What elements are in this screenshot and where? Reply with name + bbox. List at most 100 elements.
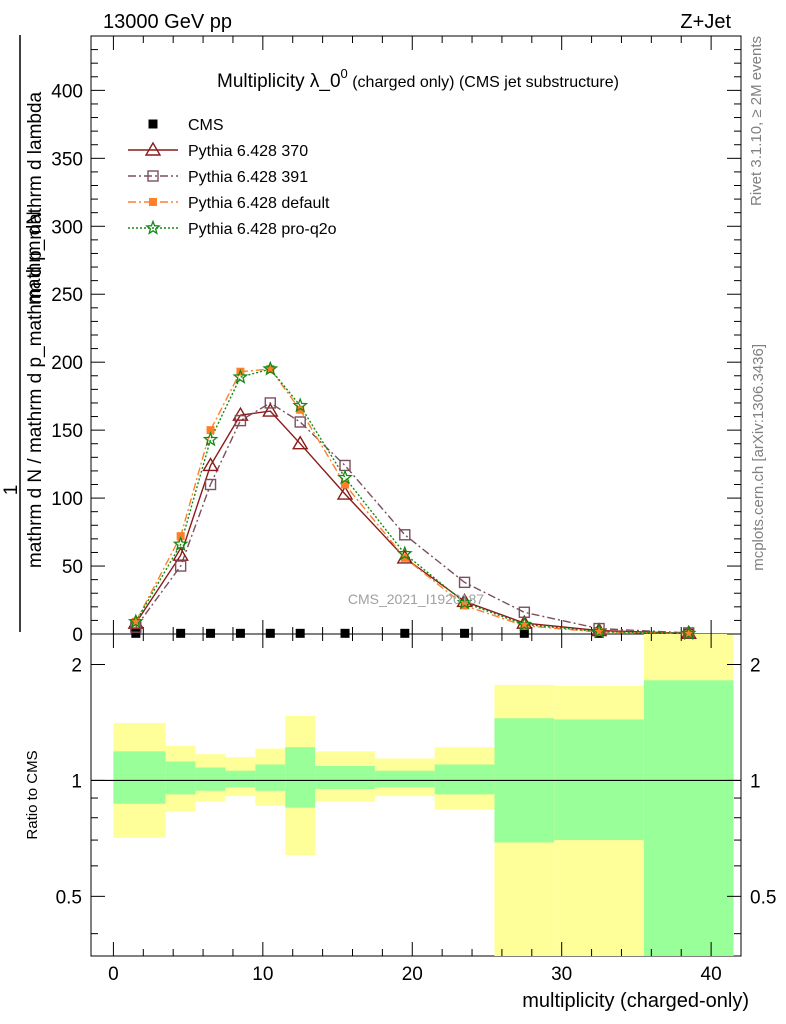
data-point-pdefault xyxy=(206,426,215,435)
data-point-pdefault xyxy=(341,480,350,489)
legend-label-pq2o: Pythia 6.428 pro-q2o xyxy=(188,221,337,238)
ratio-axis-ticks: 0 10 20 30 40 0.5 0.5 1 1 2 2 xyxy=(56,634,776,985)
ratio-band-green xyxy=(285,747,316,808)
data-point-pdefault xyxy=(400,553,409,562)
legend-marker-p370 xyxy=(144,141,162,156)
ratio-band-green xyxy=(165,761,196,795)
ratio-band-green xyxy=(225,770,256,788)
main-y-tick-label: 350 xyxy=(51,149,83,170)
chart-title-superscript: 0 xyxy=(341,66,348,81)
ratio-x-tick-label: 40 xyxy=(701,964,722,985)
ratio-band-green xyxy=(195,767,226,791)
data-point-p370 xyxy=(232,406,249,421)
data-point-pq2o xyxy=(127,613,144,629)
main-y-tick-label: 150 xyxy=(51,421,83,442)
data-point-pdefault xyxy=(131,617,140,626)
data-point-cms xyxy=(176,628,186,638)
analysis-watermark: CMS_2021_I1920187 xyxy=(348,591,484,607)
ratio-band-green xyxy=(315,766,375,789)
data-point-pq2o xyxy=(591,623,607,639)
data-point-p370 xyxy=(262,402,279,417)
data-point-p370 xyxy=(202,457,219,472)
ratio-y-tick-label: 0.5 xyxy=(56,887,82,908)
main-y-tick-label: 300 xyxy=(51,217,83,238)
ratio-band-green xyxy=(554,719,644,841)
data-point-pdefault xyxy=(296,405,305,414)
chart-title: Multiplicity λ_00 (charged only) (CMS je… xyxy=(217,66,619,92)
data-point-pdefault xyxy=(266,364,275,373)
svg-text:Multiplicity λ_00 (charged onl: Multiplicity λ_00 (charged only) (CMS je… xyxy=(217,66,619,92)
ratio-y-axis-label: Ratio to CMS xyxy=(24,750,41,839)
data-point-pq2o xyxy=(232,368,249,384)
mcplots-credit-text: mcplots.cern.ch [arXiv:1306.3436] xyxy=(750,344,767,571)
y-label-denominator: mathrm d N / mathrm d p_mathrm d p_mathr… xyxy=(25,91,46,568)
data-point-pq2o xyxy=(396,545,413,561)
ratio-band-green xyxy=(643,680,734,956)
ratio-y-tick-label: 1 xyxy=(71,771,82,792)
data-point-pq2o xyxy=(456,594,473,610)
ratio-band-green xyxy=(434,764,495,795)
ratio-x-tick-label: 10 xyxy=(252,964,273,985)
x-axis-label: multiplicity (charged-only) xyxy=(522,990,749,1012)
main-y-tick-label: 200 xyxy=(51,353,83,374)
legend-marker-cms xyxy=(148,119,158,129)
series-line-pq2o xyxy=(135,368,689,635)
ratio-bands xyxy=(91,634,741,956)
y-label-one: 1 xyxy=(1,485,22,496)
ratio-y-tick-label-right: 1 xyxy=(750,771,761,792)
data-point-pdefault xyxy=(595,627,604,636)
main-y-axis-label: mathrm dN mathrm d N / mathrm d p_mathrm… xyxy=(1,35,46,632)
main-y-tick-label: 0 xyxy=(72,625,83,646)
data-point-cms xyxy=(265,628,275,638)
ratio-y-tick-label-right: 2 xyxy=(750,655,761,676)
data-point-pq2o xyxy=(262,360,279,376)
legend-marker-pdefault xyxy=(149,198,157,206)
main-axis-ticks: 0 50 100 150 200 250 300 350 400 xyxy=(51,35,741,646)
data-point-p370 xyxy=(291,435,309,450)
data-point-cms xyxy=(206,628,216,638)
data-point-p391 xyxy=(204,478,217,491)
main-y-tick-label: 100 xyxy=(51,489,83,510)
data-point-cms xyxy=(400,628,410,638)
data-point-cms xyxy=(295,628,305,638)
data-point-p391 xyxy=(264,397,277,409)
data-point-p391 xyxy=(294,416,306,428)
series-markers xyxy=(127,360,697,641)
main-y-tick-label: 400 xyxy=(51,81,83,102)
data-point-pdefault xyxy=(520,621,529,630)
header-process-right: Z+Jet xyxy=(680,11,731,33)
main-y-tick-label: 50 xyxy=(62,557,83,578)
data-point-p391 xyxy=(174,560,187,572)
legend-marker-p391 xyxy=(147,170,159,182)
ratio-band-green xyxy=(113,751,166,804)
legend-label-pdefault: Pythia 6.428 default xyxy=(188,195,330,212)
rivet-version-text: Rivet 3.1.10, ≥ 2M events xyxy=(748,36,765,206)
data-point-pq2o xyxy=(292,397,309,413)
data-point-pdefault xyxy=(176,532,185,541)
legend-label-p370: Pythia 6.428 370 xyxy=(188,143,308,160)
main-y-tick-label: 250 xyxy=(51,285,83,306)
data-point-p391 xyxy=(234,414,247,427)
legend-marker-pq2o xyxy=(145,219,161,235)
data-point-cms xyxy=(460,628,470,638)
data-point-cms xyxy=(131,628,141,638)
data-point-pq2o xyxy=(172,536,189,552)
data-point-p370 xyxy=(336,485,354,500)
data-point-cms xyxy=(235,628,245,638)
legend-label-p391: Pythia 6.428 391 xyxy=(188,169,308,186)
ratio-x-tick-label: 0 xyxy=(108,964,119,985)
data-point-p391 xyxy=(458,576,471,589)
ratio-band-green xyxy=(255,764,286,791)
legend: CMS Pythia 6.428 370 Pythia 6.428 391 Pythi… xyxy=(128,117,337,238)
legend-label-cms: CMS xyxy=(188,117,224,134)
ratio-y-tick-label: 2 xyxy=(71,655,82,676)
series-line-p391 xyxy=(135,402,689,634)
ratio-y-tick-label-right: 0.5 xyxy=(750,887,776,908)
data-point-cms xyxy=(340,628,350,638)
data-point-pdefault xyxy=(684,629,693,638)
ratio-x-tick-label: 30 xyxy=(551,964,572,985)
data-point-pq2o xyxy=(680,625,697,641)
ratio-panel-frame xyxy=(90,633,742,957)
y-label-numerator: mathrm dN xyxy=(24,211,45,305)
